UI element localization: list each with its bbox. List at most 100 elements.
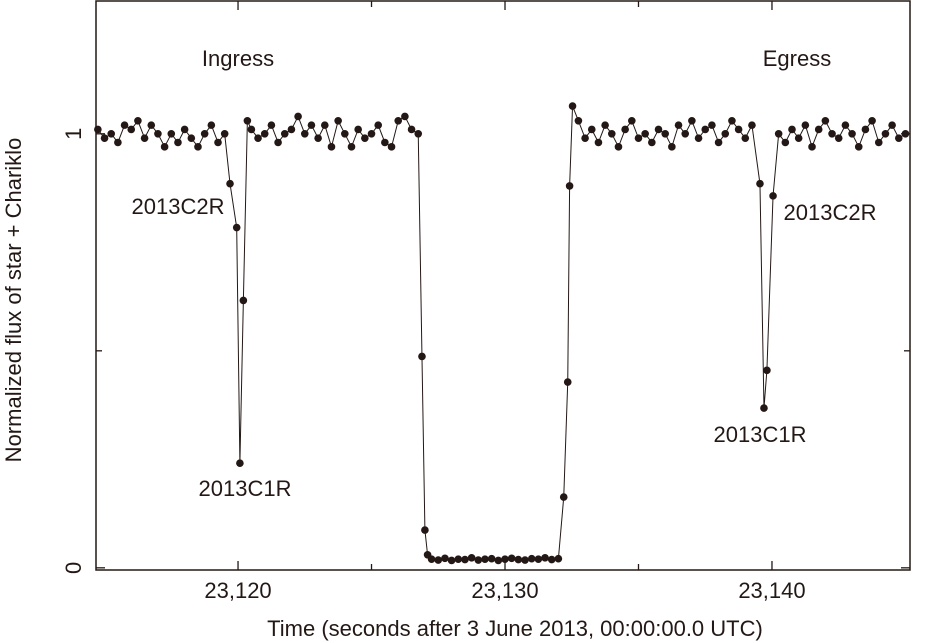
data-point [901, 130, 910, 138]
data-point [220, 130, 229, 138]
annotation: Ingress [202, 46, 274, 71]
annotation: 2013C1R [199, 476, 292, 501]
data-point [114, 138, 122, 147]
data-point [587, 125, 596, 134]
data-point [681, 130, 690, 138]
data-point [881, 130, 890, 138]
data-point [327, 143, 336, 151]
data-point [434, 556, 443, 564]
data-point [565, 182, 574, 190]
data-point [474, 556, 483, 564]
data-point [367, 130, 376, 138]
data-point [514, 555, 523, 564]
data-point [841, 121, 850, 129]
data-point [769, 192, 777, 200]
data-point [607, 130, 616, 138]
data-point [187, 134, 196, 142]
data-point [394, 116, 403, 125]
data-point [314, 134, 322, 142]
data-point [834, 134, 843, 142]
data-point [794, 134, 803, 142]
data-point [641, 130, 649, 138]
data-point [140, 134, 149, 142]
data-point [341, 130, 349, 138]
data-point [247, 125, 256, 134]
data-point [447, 556, 456, 565]
x-tick-label: 23,130 [471, 578, 538, 603]
data-point [239, 296, 248, 305]
data-point [134, 116, 142, 125]
data-point [581, 134, 589, 142]
data-point [788, 125, 796, 134]
data-point [507, 554, 516, 563]
data-point [441, 554, 449, 563]
data-point [763, 366, 771, 375]
data-point [427, 555, 436, 563]
x-axis-label: Time (seconds after 3 June 2013, 00:00:0… [267, 616, 763, 641]
data-point [748, 121, 756, 129]
data-point [347, 143, 356, 151]
x-tick-label: 23,120 [204, 578, 271, 603]
data-point [594, 138, 603, 147]
data-point [760, 404, 768, 412]
data-point [407, 125, 416, 134]
data-point [487, 554, 496, 563]
data-point [741, 134, 750, 142]
x-tick-label: 23,140 [738, 578, 805, 603]
data-point [236, 459, 244, 468]
data-point [280, 130, 289, 138]
data-point [628, 116, 636, 125]
data-point [100, 134, 109, 142]
data-point [721, 130, 730, 138]
data-point [267, 121, 276, 129]
data-point [808, 143, 816, 151]
data-point [300, 130, 309, 138]
data-point [120, 121, 129, 129]
data-point [861, 125, 870, 134]
data-point [714, 138, 723, 147]
data-point [127, 125, 136, 134]
data-point [287, 125, 296, 134]
data-point [728, 116, 736, 125]
data-point [756, 179, 764, 188]
data-point [226, 179, 234, 188]
data-point [688, 116, 696, 125]
data-point [547, 555, 556, 564]
data-point [521, 556, 529, 564]
data-point [418, 352, 426, 361]
data-point [874, 138, 883, 147]
data-point [401, 112, 409, 121]
data-point [94, 125, 102, 134]
data-point [559, 493, 568, 501]
data-point [774, 130, 783, 138]
data-point [654, 125, 663, 134]
y-tick-label: 1 [61, 128, 86, 140]
data-point [243, 116, 252, 125]
data-point [174, 138, 182, 147]
data-point [147, 121, 156, 129]
plot-frame [95, 0, 911, 571]
y-tick-label: 0 [61, 562, 86, 574]
data-point [694, 134, 703, 142]
data-point [563, 378, 572, 386]
data-point [801, 121, 810, 129]
data-point [668, 143, 676, 151]
data-point [534, 555, 543, 563]
data-point [232, 223, 241, 232]
data-point [601, 121, 609, 129]
data-point [574, 116, 583, 125]
data-point [461, 555, 469, 564]
data-point [781, 138, 790, 147]
annotation: 2013C1R [714, 422, 807, 447]
data-point [207, 121, 216, 129]
data-point [821, 116, 830, 125]
data-point [708, 121, 716, 129]
data-point [614, 143, 623, 151]
data-point [467, 554, 476, 562]
data-point [107, 130, 116, 138]
data-point [307, 121, 316, 129]
data-point [541, 554, 549, 562]
data-point [674, 121, 683, 129]
